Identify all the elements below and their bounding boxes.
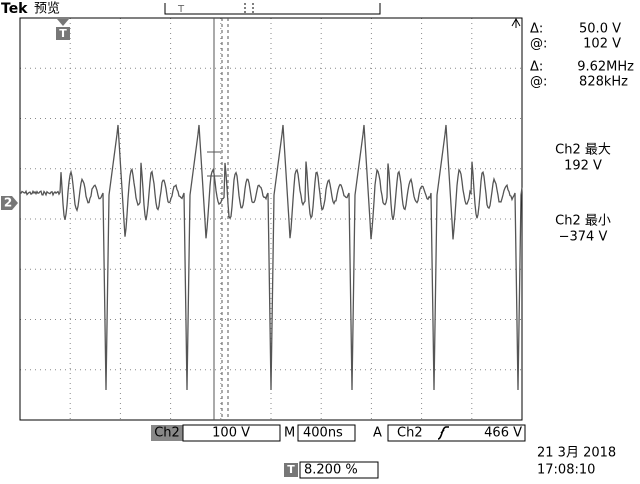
graticule-frame [19,17,523,421]
scale: 100 V [212,426,250,441]
ground-badge [1,196,18,210]
time: 17:08:10 [537,463,595,478]
trigger-position-badge [56,27,70,40]
timebase-label: M [284,426,295,441]
readout-value: 828kHz [579,75,628,90]
trigger-position-box [299,461,379,479]
brand: Tek [1,1,28,17]
readout-value: 50.0 V [579,22,621,37]
window-trigger-marker: T [177,4,185,15]
date: 21 3月 2018 [537,446,616,461]
record-window [164,3,381,15]
readout-label: @: [530,75,547,90]
trigger-level: 466 V [484,426,522,441]
timebase-box [297,424,356,442]
measurement-value: −374 V [559,230,608,245]
trigger-position-label: T [287,463,295,476]
timebase: 400ns [303,426,343,441]
readout-value: 102 V [583,37,621,52]
trigger-source: Ch2 [397,426,423,441]
measurement-label: Ch2 最小 [555,214,611,229]
scale-box [182,424,281,442]
readout-label: Δ: [530,60,543,75]
channel: Ch2 [154,426,180,441]
readout-value: 9.62MHz [577,60,634,75]
channel-badge [151,425,183,441]
measurement-value: 192 V [564,159,602,174]
trigger-slope-icon [437,426,449,440]
readout-label: Δ: [530,22,543,37]
trigger-box [387,424,526,442]
trigger-level-arrow [511,17,521,28]
ground-marker: 2 [4,196,12,210]
trigger-position-marker: T [59,27,67,40]
trigger-position-badge [284,463,298,477]
waveform [19,124,523,391]
trigger-position-arrow [57,19,69,26]
trigger-label: A [373,426,382,441]
trigger-position: 8.200 % [304,463,358,478]
readout-label: @: [530,37,547,52]
mode: 预览 [34,1,60,17]
measurement-label: Ch2 最大 [555,143,611,158]
